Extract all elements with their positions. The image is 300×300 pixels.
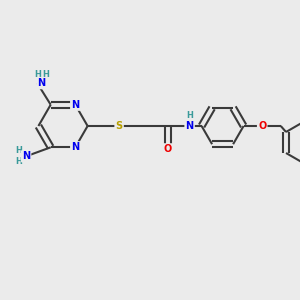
Text: H: H [186,111,193,120]
Text: N: N [71,142,80,152]
Text: H: H [15,146,22,155]
Text: S: S [116,121,123,131]
Text: H: H [42,70,49,79]
Text: H: H [34,70,40,79]
Text: O: O [164,144,172,154]
Text: H: H [15,157,22,166]
Text: N: N [185,121,194,131]
Text: O: O [258,121,266,131]
Text: N: N [22,151,30,161]
Text: N: N [37,78,46,88]
Text: N: N [71,100,80,110]
